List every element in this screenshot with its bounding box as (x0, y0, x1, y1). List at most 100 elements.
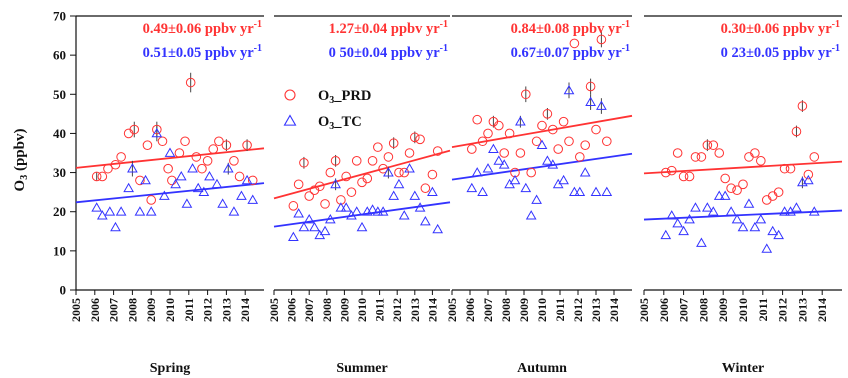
tc-trend-line (75, 182, 265, 204)
prd-point (779, 163, 790, 174)
prd-point (708, 140, 719, 150)
tc-point (367, 204, 378, 214)
x-tick-label: 2010 (535, 298, 549, 322)
prd-point (803, 169, 814, 180)
tc-point (335, 202, 347, 212)
tc-point (222, 163, 234, 173)
prd-point (394, 167, 404, 178)
prd-point (467, 144, 477, 154)
prd-point (135, 175, 145, 186)
tc-point (409, 190, 421, 200)
prd-point (553, 144, 564, 154)
prd-point (602, 136, 612, 147)
panel-winter: 2005 2006 2007 2008 2009 2010 2011 2012 2013 2014… (637, 15, 843, 376)
y-axis-label: O3 (ppbv) (12, 129, 30, 192)
x-tick-label: 2012 (776, 298, 790, 322)
prd-point (103, 163, 113, 174)
prd-point (320, 199, 330, 209)
prd-point (738, 179, 748, 190)
prd-point (767, 191, 778, 201)
tc-point (340, 202, 352, 212)
prd-point (97, 171, 108, 182)
y-tick-label: 10 (53, 243, 66, 258)
tc-point (330, 178, 341, 189)
tc-point (520, 182, 532, 193)
prd-point (690, 152, 701, 162)
tc-point (388, 190, 400, 200)
tc-point (761, 243, 773, 253)
prd-point (378, 163, 388, 174)
prd-point (185, 77, 196, 88)
tc-point (175, 170, 187, 181)
prd-point (720, 173, 730, 184)
tc-trend-text: 0 23±0.05 ppbv yr-1 (721, 43, 840, 61)
tc-point (525, 210, 537, 220)
y-axis-ticks: 0 10 20 30 40 50 60 70 (53, 9, 76, 298)
tc-point (773, 229, 785, 240)
x-tick-label: 2005 (69, 298, 83, 322)
x-tick-label: 2013 (408, 298, 422, 322)
tc-point (569, 186, 580, 197)
tc-point (542, 155, 553, 165)
prd-point (427, 169, 438, 180)
tc-point (404, 163, 415, 173)
prd-point (191, 152, 202, 162)
tc-point (493, 155, 505, 165)
prd-point (483, 128, 493, 139)
tc-point (585, 96, 596, 106)
panel-spring: 2005 2006 2007 2008 2009 2010 2011 2012 2013 2014… (69, 15, 265, 376)
prd-point (399, 167, 410, 178)
tc-point (672, 217, 684, 228)
tc-trend-line (273, 201, 451, 228)
x-tick-label: 2014 (815, 298, 829, 322)
svg-text:O3 (ppbv): O3 (ppbv) (12, 129, 30, 192)
prd-point (585, 81, 596, 92)
prd-point (91, 171, 102, 182)
prd-point (142, 140, 153, 150)
tc-point (91, 202, 103, 212)
tc-point (127, 163, 138, 173)
tc-point (228, 206, 240, 216)
prd-point (383, 152, 394, 162)
prd-point (696, 152, 707, 162)
tc-point (164, 147, 176, 157)
prd-trend-line (643, 160, 843, 175)
legend-item-tc: O3_TC (283, 114, 362, 132)
prd-point (591, 124, 601, 135)
tc-trend-line (643, 209, 843, 221)
tc-point (707, 206, 719, 216)
x-tick-label: 2008 (499, 298, 513, 322)
season-label: Winter (722, 361, 765, 376)
legend-label: O3_TC (318, 114, 362, 132)
prd-point (432, 146, 443, 156)
prd-point (785, 163, 796, 174)
tc-point (247, 194, 259, 204)
tc-point (104, 206, 116, 216)
tc-trend-text: 0 50±0.04 ppbv yr-1 (329, 43, 448, 61)
tc-point (303, 214, 315, 224)
x-tick-label: 2007 (481, 298, 495, 322)
prd-point (415, 134, 425, 145)
prd-point (472, 114, 483, 125)
legend: O3_PRD O3_TC (283, 88, 371, 132)
legend-label: O3_PRD (318, 88, 371, 106)
prd-point (208, 144, 219, 154)
x-tick-label: 2007 (107, 298, 121, 322)
tc-point (123, 182, 135, 193)
prd-point (596, 34, 607, 45)
tc-point (731, 214, 743, 224)
y-tick-label: 50 (53, 87, 66, 102)
prd-trend-text: 1.27±0.04 ppbv yr-1 (329, 19, 448, 37)
x-tick-label: 2014 (425, 298, 439, 322)
tc-point (660, 229, 672, 240)
prd-point (129, 124, 140, 135)
x-tick-label: 2005 (267, 298, 281, 322)
x-tick-label: 2009 (337, 298, 351, 322)
y-label-main: O (12, 180, 28, 192)
tc-point (309, 221, 320, 232)
tc-trend-text: 0.67±0.07 ppbv yr-1 (511, 43, 630, 61)
season-label: Summer (336, 361, 387, 376)
prd-point (110, 159, 121, 170)
x-tick-label: 2013 (795, 298, 809, 322)
x-tick-label: 2009 (517, 298, 531, 322)
